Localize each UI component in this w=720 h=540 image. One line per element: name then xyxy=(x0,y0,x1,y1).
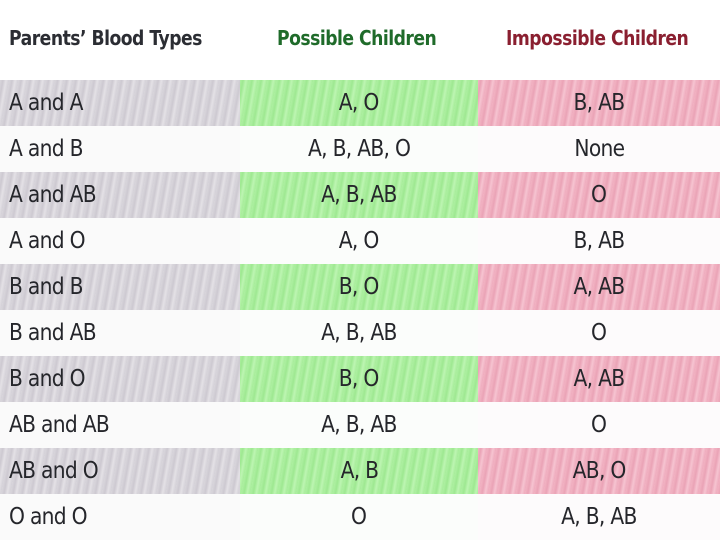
impossible-children-cell: O xyxy=(478,172,720,218)
header-possible-children: Possible Children xyxy=(277,26,437,50)
possible-children-cell: A, B, AB xyxy=(240,172,478,218)
table-row: O and O O A, B, AB xyxy=(0,494,720,540)
impossible-children-cell: A, AB xyxy=(478,356,720,402)
table-row: B and B B, O A, AB xyxy=(0,264,720,310)
table-row: B and O B, O A, AB xyxy=(0,356,720,402)
impossible-children-cell: O xyxy=(478,310,720,356)
table-row: A and AB A, B, AB O xyxy=(0,172,720,218)
impossible-children-cell: None xyxy=(478,126,720,172)
header-parents-blood-types: Parents’ Blood Types xyxy=(9,26,202,50)
possible-children-cell: B, O xyxy=(240,264,478,310)
impossible-children-cell: AB, O xyxy=(478,448,720,494)
table-row: B and AB A, B, AB O xyxy=(0,310,720,356)
possible-children-cell: O xyxy=(240,494,478,540)
possible-children-cell: A, O xyxy=(240,218,478,264)
parents-cell: AB and O xyxy=(0,448,240,494)
impossible-children-cell: B, AB xyxy=(478,218,720,264)
impossible-children-cell: A, AB xyxy=(478,264,720,310)
table-row: A and B A, B, AB, O None xyxy=(0,126,720,172)
header-impossible-children: Impossible Children xyxy=(506,26,689,50)
parents-cell: O and O xyxy=(0,494,240,540)
parents-cell: A and B xyxy=(0,126,240,172)
impossible-children-cell: O xyxy=(478,402,720,448)
parents-cell: A and O xyxy=(0,218,240,264)
table-row: A and O A, O B, AB xyxy=(0,218,720,264)
table-row: AB and O A, B AB, O xyxy=(0,448,720,494)
possible-children-cell: A, B, AB xyxy=(240,402,478,448)
parents-cell: B and B xyxy=(0,264,240,310)
parents-cell: AB and AB xyxy=(0,402,240,448)
possible-children-cell: A, B xyxy=(240,448,478,494)
possible-children-cell: A, B, AB xyxy=(240,310,478,356)
parents-cell: A and A xyxy=(0,80,240,126)
table-header: Parents’ Blood Types Possible Children I… xyxy=(0,0,720,80)
blood-type-table: A and A A, O B, AB A and B A, B, AB, O N… xyxy=(0,80,720,540)
possible-children-cell: A, B, AB, O xyxy=(240,126,478,172)
parents-cell: B and O xyxy=(0,356,240,402)
parents-cell: A and AB xyxy=(0,172,240,218)
impossible-children-cell: B, AB xyxy=(478,80,720,126)
table-row: A and A A, O B, AB xyxy=(0,80,720,126)
impossible-children-cell: A, B, AB xyxy=(478,494,720,540)
possible-children-cell: A, O xyxy=(240,80,478,126)
parents-cell: B and AB xyxy=(0,310,240,356)
table-row: AB and AB A, B, AB O xyxy=(0,402,720,448)
possible-children-cell: B, O xyxy=(240,356,478,402)
